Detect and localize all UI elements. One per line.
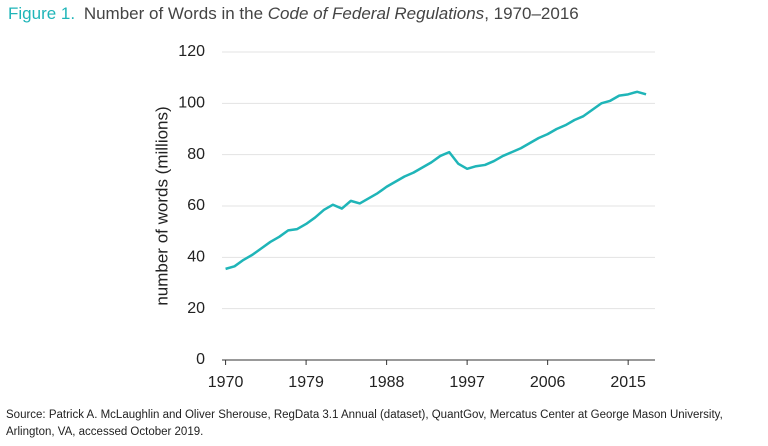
title-part: , 1970–2016 — [484, 4, 579, 23]
chart-title: Figure 1. Number of Words in the Code of… — [8, 4, 579, 23]
y-tick-label: 40 — [187, 249, 205, 266]
data-line — [225, 90, 647, 271]
y-tick-label: 120 — [178, 43, 205, 60]
source-line: Source: Patrick A. McLaughlin and Oliver… — [6, 409, 723, 421]
x-tick-label: 1997 — [449, 374, 485, 391]
y-tick-label: 20 — [187, 300, 205, 317]
x-tick-label: 1970 — [208, 374, 244, 391]
x-tick-label: 2006 — [530, 374, 566, 391]
figure-label: Figure 1. — [8, 4, 75, 23]
y-tick-label: 0 — [196, 351, 205, 368]
x-tick-label: 2015 — [610, 374, 646, 391]
x-tick-label: 1979 — [288, 374, 324, 391]
title-part: Number of Words in the — [84, 4, 268, 23]
title-part: Code of Federal Regulations — [268, 4, 485, 23]
y-tick-label: 100 — [178, 95, 205, 112]
source-line: Arlington, VA, accessed October 2019. — [6, 426, 203, 438]
x-tick-label: 1988 — [369, 374, 405, 391]
y-tick-label: 80 — [187, 146, 205, 163]
y-axis-label: number of words (millions) — [152, 106, 171, 305]
y-tick-label: 60 — [187, 197, 205, 214]
